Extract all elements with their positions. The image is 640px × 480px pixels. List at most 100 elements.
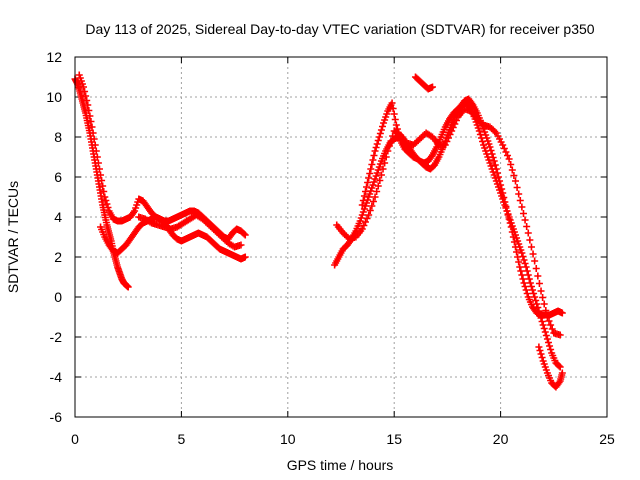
data-point — [429, 83, 437, 91]
data-point-dense — [523, 267, 531, 275]
data-point — [522, 263, 530, 271]
data-point-dense — [547, 346, 555, 353]
data-point-dense — [389, 105, 397, 112]
data-point-dense — [521, 260, 529, 267]
data-point — [558, 369, 566, 377]
data-point-dense — [99, 182, 107, 190]
y-tick-label: -6 — [50, 409, 63, 425]
data-point-dense — [379, 165, 387, 173]
data-point — [526, 279, 534, 287]
data-point-dense — [501, 198, 509, 206]
data-point-dense — [100, 188, 108, 195]
data-point — [486, 143, 494, 151]
x-tick-label: 15 — [386, 431, 402, 447]
y-tick-label: 4 — [54, 209, 62, 225]
data-point-dense — [376, 130, 384, 137]
data-point-dense — [508, 166, 516, 174]
data-point-dense — [521, 283, 529, 290]
data-point-dense — [520, 256, 528, 264]
data-point-dense — [385, 142, 393, 150]
data-point-dense — [361, 188, 369, 195]
data-point-dense — [373, 188, 381, 195]
data-point-dense — [507, 161, 515, 168]
data-point — [80, 83, 88, 91]
data-point — [241, 231, 249, 239]
data-point-dense — [532, 297, 540, 304]
data-point-dense — [502, 203, 510, 210]
data-point-dense — [83, 97, 91, 104]
data-point-dense — [489, 154, 497, 161]
data-point-dense — [515, 190, 523, 198]
data-point — [558, 309, 566, 317]
data-point-dense — [361, 218, 369, 226]
data-point — [84, 101, 92, 109]
data-point-dense — [363, 215, 371, 222]
data-point-dense — [505, 215, 513, 223]
data-point-dense — [240, 230, 248, 238]
data-point — [499, 189, 507, 197]
y-tick-label: -4 — [50, 369, 63, 385]
data-point-dense — [504, 211, 512, 219]
data-point-dense — [524, 271, 532, 279]
data-point-dense — [517, 267, 525, 275]
x-tick-label: 10 — [280, 431, 296, 447]
data-point-dense — [368, 161, 376, 168]
data-point — [241, 253, 249, 261]
data-point-dense — [519, 275, 527, 283]
data-point-dense — [370, 152, 378, 159]
data-point — [124, 283, 132, 291]
data-point-dense — [523, 223, 531, 230]
data-point — [388, 99, 396, 107]
data-point-dense — [394, 129, 402, 137]
x-tick-label: 20 — [493, 431, 509, 447]
data-point-dense — [510, 238, 518, 246]
data-point — [556, 331, 564, 339]
data-point-dense — [95, 165, 103, 173]
y-tick-label: 8 — [54, 129, 62, 145]
series-trace-g — [358, 95, 566, 319]
data-point-dense — [487, 147, 495, 154]
data-point-dense — [500, 194, 508, 201]
data-point-dense — [93, 153, 101, 161]
data-point-dense — [500, 145, 508, 152]
data-point — [371, 147, 379, 155]
data-point-dense — [491, 161, 499, 169]
data-point — [531, 293, 539, 301]
data-point-dense — [372, 144, 380, 151]
chart-title: Day 113 of 2025, Sidereal Day-to-day VTE… — [85, 21, 594, 37]
data-point-dense — [518, 271, 526, 279]
data-point-dense — [497, 181, 505, 189]
data-point-dense — [81, 88, 89, 95]
data-point — [537, 287, 545, 295]
data-point-dense — [508, 228, 516, 236]
data-point-dense — [548, 325, 556, 333]
data-point — [524, 229, 532, 237]
data-point — [92, 147, 100, 155]
data-point-dense — [541, 328, 549, 336]
data-point-dense — [521, 216, 529, 224]
data-point-dense — [374, 182, 382, 190]
data-point-dense — [538, 318, 546, 325]
data-point — [505, 155, 513, 163]
data-point-dense — [502, 148, 510, 156]
data-point-dense — [369, 198, 377, 205]
data-point-dense — [546, 342, 554, 350]
x-tick-label: 25 — [599, 431, 615, 447]
data-point-dense — [522, 286, 530, 294]
data-point-dense — [529, 250, 537, 258]
data-point-dense — [368, 202, 376, 210]
data-point — [97, 171, 105, 179]
data-point-dense — [516, 197, 524, 204]
data-point-dense — [396, 133, 404, 141]
data-point-dense — [366, 207, 374, 214]
y-axis-label: SDTVAR / TECUs — [5, 181, 21, 293]
data-point — [367, 165, 375, 173]
data-point — [363, 183, 371, 191]
data-point-dense — [510, 172, 518, 179]
x-axis-label: GPS time / hours — [287, 457, 394, 473]
series-trace-i — [535, 343, 566, 391]
data-point-dense — [542, 332, 550, 339]
series-trace-c — [97, 213, 249, 263]
data-point-dense — [513, 184, 521, 191]
